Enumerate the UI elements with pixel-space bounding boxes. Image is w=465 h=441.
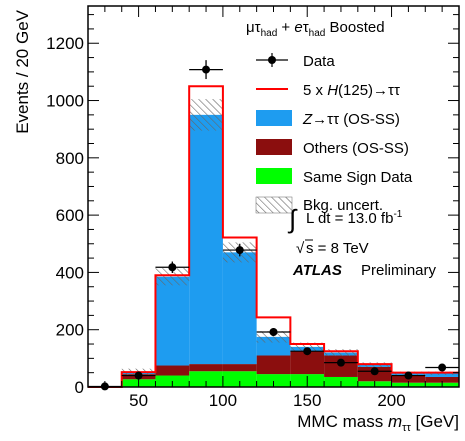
legend-item-others: Others (OS-SS) [256, 139, 409, 157]
bar-same-sign-data-5 [256, 374, 291, 387]
bar-others-os-ss--5 [256, 355, 291, 375]
legend-label-samesign: Same Sign Data [303, 169, 413, 186]
y-tick-label-200: 200 [56, 321, 84, 340]
y-tick-label-1200: 1200 [46, 34, 84, 53]
bar-others-os-ss--2 [155, 365, 190, 376]
svg-text:√: √ [296, 240, 305, 257]
legend-item-ztautau: Z→ττ (OS-SS) [256, 110, 400, 128]
y-tick-label-600: 600 [56, 206, 84, 225]
legend-label-ztautau: Z→ττ (OS-SS) [302, 111, 400, 128]
legend: Data 5 x H(125)→ττ Z→ττ (OS-SS) Others (… [255, 53, 413, 214]
bar-others-os-ss--3 [189, 364, 223, 372]
bar-others-os-ss--10 [425, 376, 459, 383]
bar-same-sign-data-3 [189, 371, 223, 387]
channel-label: μτhad + eτhad Boosted [246, 19, 385, 39]
y-tick-label-800: 800 [56, 149, 84, 168]
signal-line [88, 85, 459, 388]
atlas-label: ATLAS Preliminary [292, 262, 437, 279]
legend-item-signal: 5 x H(125)→ττ [256, 82, 400, 99]
bar-same-sign-data-4 [222, 371, 257, 387]
axes: 50 100 150 200 0 200 400 600 800 1000 1200 [46, 6, 460, 410]
x-axis-label: MMC mass mττ [GeV] [297, 412, 459, 434]
data-point-6 [303, 347, 312, 356]
y-axis-label: Events / 20 GeV [13, 9, 32, 133]
data-point-4 [235, 246, 244, 255]
data-point-1 [134, 371, 143, 380]
data-point-9 [404, 371, 413, 380]
uncert-band-6 [290, 342, 325, 352]
legend-item-uncert: Bkg. uncert. [255, 196, 383, 214]
bar-others-os-ss--4 [222, 364, 257, 372]
data-point-7 [336, 358, 345, 367]
data-point-5 [269, 327, 278, 336]
data-point-2 [168, 263, 177, 272]
svg-text:L dt = 13.0 fb-1: L dt = 13.0 fb-1 [306, 209, 403, 227]
energy-label: √ s = 8 TeV [296, 239, 369, 257]
legend-item-data: Data [256, 53, 335, 70]
legend-label-others: Others (OS-SS) [303, 140, 409, 157]
bar-others-os-ss--6 [290, 351, 325, 375]
svg-text:∫: ∫ [287, 204, 298, 234]
y-tick-label-1000: 1000 [46, 92, 84, 111]
legend-label-uncert: Bkg. uncert. [303, 197, 383, 214]
legend-label-signal: 5 x H(125)→ττ [303, 82, 400, 99]
bar-z-os-ss--2 [155, 276, 190, 366]
data-point-10 [438, 363, 447, 372]
y-tick-label-0: 0 [75, 378, 84, 397]
x-tick-label-150: 150 [293, 391, 321, 410]
plot-area [88, 60, 459, 391]
y-tick-label-400: 400 [56, 263, 84, 282]
luminosity-label: ∫ L dt = 13.0 fb-1 [287, 204, 403, 234]
uncert-band-2 [155, 268, 190, 286]
bar-z-os-ss--10 [425, 373, 459, 377]
uncert-band-7 [324, 349, 358, 357]
x-tick-label-200: 200 [377, 391, 405, 410]
data-point-3 [202, 65, 211, 74]
svg-text:ATLAS: ATLAS [292, 262, 342, 279]
legend-label-data: Data [303, 53, 335, 70]
svg-text:Preliminary: Preliminary [361, 262, 437, 279]
svg-text:s = 8 TeV: s = 8 TeV [306, 240, 369, 257]
uncert-band-3 [189, 99, 223, 131]
uncert-band-5 [256, 331, 291, 343]
bar-z-os-ss--4 [222, 252, 257, 365]
x-tick-label-50: 50 [129, 391, 148, 410]
data-point-8 [370, 367, 379, 376]
legend-item-samesign: Same Sign Data [256, 168, 413, 186]
bar-z-os-ss--3 [189, 114, 223, 365]
x-tick-label-100: 100 [209, 391, 237, 410]
